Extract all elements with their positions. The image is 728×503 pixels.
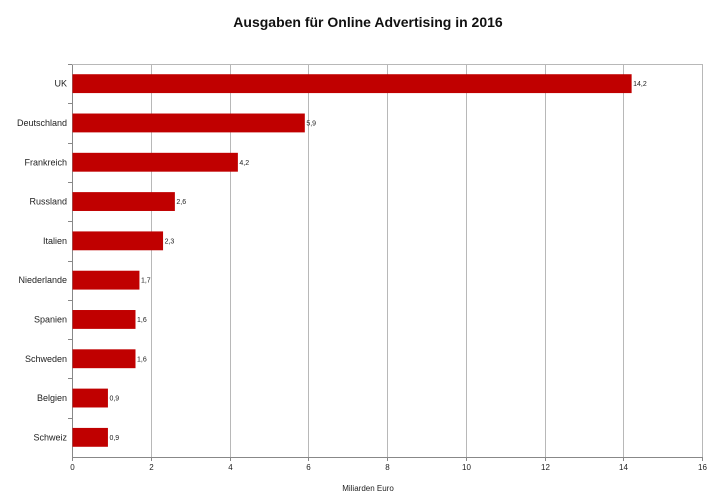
x-tick-label: 12 bbox=[541, 463, 550, 472]
labels: 0 2 4 6 8 10 12 14 16 UK 14,2 Deutschland 5,9 Frankre… bbox=[17, 79, 708, 472]
value-label: 0,9 bbox=[109, 396, 119, 403]
bar bbox=[72, 113, 305, 133]
x-tick-label: 10 bbox=[462, 463, 471, 472]
category-label: Russland bbox=[29, 197, 67, 207]
bar bbox=[72, 388, 108, 408]
value-label: 14,2 bbox=[633, 81, 647, 88]
category-label: Italien bbox=[43, 236, 67, 246]
category-label: Schweden bbox=[25, 354, 67, 364]
bar bbox=[72, 427, 108, 447]
value-label: 1,6 bbox=[137, 317, 147, 324]
bars bbox=[72, 74, 632, 447]
category-label: Deutschland bbox=[17, 118, 67, 128]
x-tick-label: 8 bbox=[385, 463, 390, 472]
value-label: 1,6 bbox=[137, 356, 147, 363]
category-label: Niederlande bbox=[18, 275, 67, 285]
x-tick-label: 16 bbox=[698, 463, 707, 472]
bar bbox=[72, 270, 140, 290]
bar bbox=[72, 231, 164, 251]
x-tick-label: 6 bbox=[306, 463, 311, 472]
category-label: Frankreich bbox=[24, 157, 67, 167]
value-label: 4,2 bbox=[239, 160, 249, 167]
category-label: Schweiz bbox=[33, 432, 67, 442]
bar bbox=[72, 74, 632, 94]
x-tick-label: 14 bbox=[619, 463, 628, 472]
bar bbox=[72, 310, 136, 329]
x-tick-label: 2 bbox=[149, 463, 154, 472]
value-label: 0,9 bbox=[109, 435, 119, 442]
x-tick-label: 0 bbox=[70, 463, 75, 472]
bar bbox=[72, 349, 136, 369]
category-label: UK bbox=[54, 79, 67, 89]
chart-title: Ausgaben für Online Advertising in 2016 bbox=[233, 14, 503, 30]
category-label: Belgien bbox=[37, 393, 67, 403]
bar bbox=[72, 152, 238, 172]
bar bbox=[72, 192, 175, 211]
value-label: 1,7 bbox=[141, 278, 151, 285]
x-tick-label: 4 bbox=[228, 463, 233, 472]
x-axis-label: Miliarden Euro bbox=[342, 484, 394, 493]
value-label: 2,6 bbox=[176, 199, 186, 206]
value-label: 5,9 bbox=[306, 120, 316, 127]
value-label: 2,3 bbox=[165, 238, 175, 245]
category-label: Spanien bbox=[34, 314, 67, 324]
